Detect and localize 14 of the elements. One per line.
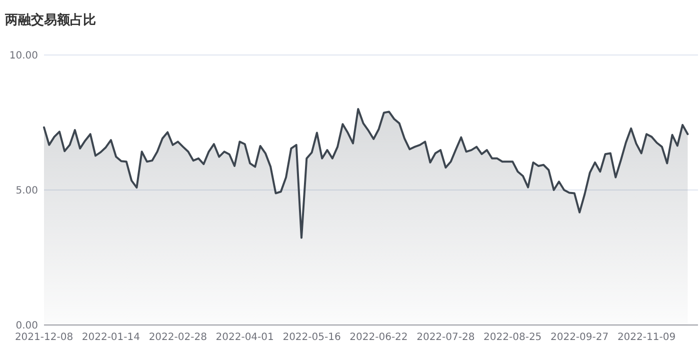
x-tick-label: 2022-06-22 xyxy=(350,332,408,343)
x-tick-label: 2022-02-28 xyxy=(148,332,207,343)
x-tick-label: 2022-11-09 xyxy=(617,332,676,343)
x-tick-label: 2022-07-28 xyxy=(416,332,475,343)
chart-title: 两融交易额占比 xyxy=(4,12,96,28)
y-tick-label: 10.00 xyxy=(9,50,38,62)
x-tick-label: 2022-09-27 xyxy=(550,332,609,343)
y-tick-label: 5.00 xyxy=(16,186,38,196)
x-tick-label: 2022-05-16 xyxy=(282,332,341,343)
x-tick-label: 2022-04-01 xyxy=(216,332,274,343)
x-tick-label: 2022-08-25 xyxy=(484,332,542,343)
y-tick-label: 0.00 xyxy=(16,320,38,332)
x-tick-label: 2022-01-14 xyxy=(82,332,140,343)
x-tick-label: 2021-12-08 xyxy=(14,332,74,343)
